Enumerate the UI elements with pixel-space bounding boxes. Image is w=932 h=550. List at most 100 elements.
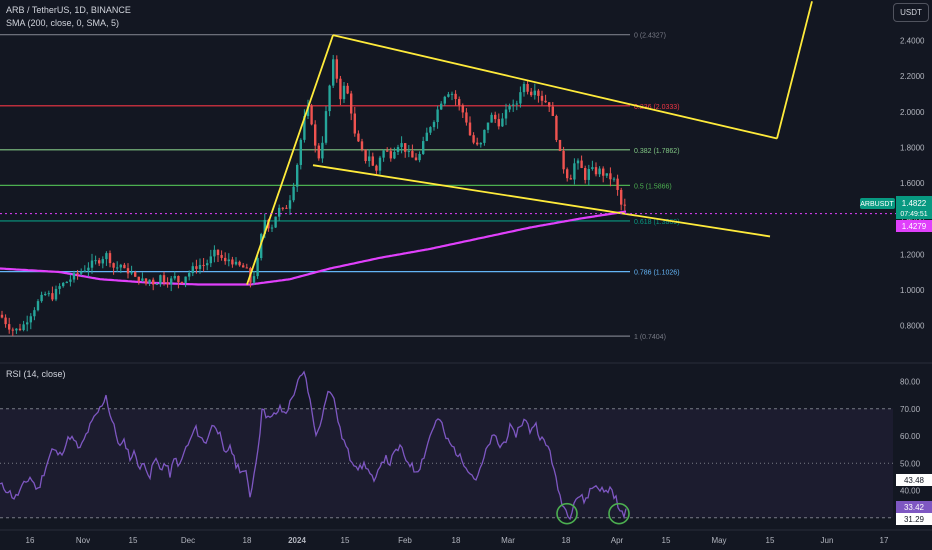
candle — [134, 270, 137, 278]
candle — [414, 153, 418, 161]
candle-body — [58, 286, 61, 289]
candle — [94, 255, 97, 265]
candle — [180, 281, 184, 285]
rsi-low-value: 31.29 — [904, 515, 925, 524]
rsi-indicator-title[interactable]: RSI (14, close) — [6, 369, 66, 379]
candle — [576, 158, 580, 170]
time-tick-label: 18 — [452, 536, 461, 545]
sma-200-line[interactable] — [0, 210, 627, 286]
rsi-low-circle-1[interactable] — [556, 502, 578, 525]
candle-body — [11, 329, 14, 331]
rsi-low-circle-2[interactable] — [608, 502, 630, 525]
candle — [213, 245, 216, 263]
price-tick-label: 1.8000 — [900, 143, 925, 152]
candle — [461, 103, 464, 118]
candle-body — [29, 316, 32, 323]
candle-body — [332, 59, 335, 86]
symbol-badge-text: ARBUSDT — [860, 201, 894, 208]
candle — [72, 270, 76, 283]
candle-body — [206, 263, 209, 266]
candle-body — [335, 59, 338, 79]
candle — [58, 283, 61, 295]
last-price-badge: 1.4822 07:49:51 — [896, 196, 932, 219]
rsi-low-circles[interactable] — [556, 502, 630, 525]
candle — [8, 317, 11, 334]
candle-body — [436, 109, 439, 123]
candle-body — [256, 258, 259, 277]
channel-trendlines[interactable] — [246, 1, 813, 285]
rsi-path[interactable] — [0, 370, 627, 521]
candle-body — [119, 264, 122, 268]
candle — [584, 165, 587, 184]
candle-body — [234, 261, 238, 265]
candle — [418, 151, 421, 163]
trendline-1[interactable] — [246, 34, 334, 285]
candle — [141, 272, 144, 282]
candle-body — [537, 90, 540, 96]
candle-body — [33, 310, 36, 317]
candle — [396, 144, 400, 156]
candle — [594, 162, 598, 177]
candle — [526, 80, 529, 95]
candle — [116, 261, 119, 272]
candle — [252, 270, 256, 285]
candle — [346, 83, 349, 95]
candle-body — [188, 273, 191, 277]
sma-value-text: 1.4279 — [902, 222, 927, 231]
candle-body — [252, 276, 256, 283]
candle-body — [375, 165, 378, 171]
sma-200-path[interactable] — [0, 210, 627, 286]
candle — [44, 291, 47, 296]
candle — [170, 276, 173, 292]
time-tick-label: 18 — [243, 536, 252, 545]
candle-body — [209, 256, 212, 264]
candle-body — [245, 267, 248, 269]
rsi-line[interactable] — [0, 370, 627, 521]
candle-body — [339, 78, 342, 100]
sma-indicator-title[interactable]: SMA (200, close, 0, SMA, 5) — [6, 18, 120, 28]
candle-body — [152, 279, 155, 285]
candle — [389, 147, 392, 162]
candle-body — [62, 282, 65, 287]
trendline-4[interactable] — [312, 164, 771, 238]
trendline-3[interactable] — [776, 1, 813, 139]
candle — [224, 252, 227, 265]
candle — [602, 166, 605, 183]
candle — [447, 91, 450, 98]
candle — [620, 187, 623, 211]
time-axis[interactable]: 16 Nov 15 Dec 18 2024 15 Feb 18 Mar 18 Apr 15 May 15 Ju… — [26, 536, 889, 545]
candle — [393, 147, 396, 160]
time-tick-label: Feb — [398, 536, 412, 545]
candle-body — [213, 249, 216, 257]
candle — [15, 328, 18, 334]
candle-body — [458, 99, 461, 106]
candle-body — [306, 105, 310, 117]
candle-body — [137, 276, 140, 281]
candle — [33, 307, 36, 321]
candle — [332, 54, 335, 89]
candle — [508, 103, 511, 113]
candle — [155, 282, 158, 285]
price-axis[interactable]: 2.4000 2.2000 2.0000 1.8000 1.6000 1.4000 1.20… — [900, 37, 925, 331]
candle — [504, 103, 508, 126]
candle-body — [544, 100, 547, 103]
candle — [605, 173, 608, 178]
candle-body — [526, 84, 529, 92]
symbol-title[interactable]: ARB / TetherUS, 1D, BINANCE — [6, 5, 131, 15]
candle-body — [620, 189, 623, 205]
candle-body — [173, 276, 176, 279]
price-tick-label: 2.2000 — [900, 72, 925, 81]
candle — [432, 120, 436, 131]
candle-body — [443, 96, 446, 104]
time-tick-label: Jun — [821, 536, 834, 545]
candle-body — [314, 124, 317, 146]
trendline-2[interactable] — [332, 34, 778, 140]
candle-body — [296, 164, 299, 187]
candle-body — [54, 288, 58, 300]
candle — [278, 204, 281, 221]
rsi-axis[interactable]: 80.00 70.00 60.00 50.00 40.00 — [900, 378, 921, 496]
currency-button[interactable]: USDT — [893, 3, 929, 22]
candle-body — [472, 135, 475, 143]
candle — [429, 126, 432, 136]
